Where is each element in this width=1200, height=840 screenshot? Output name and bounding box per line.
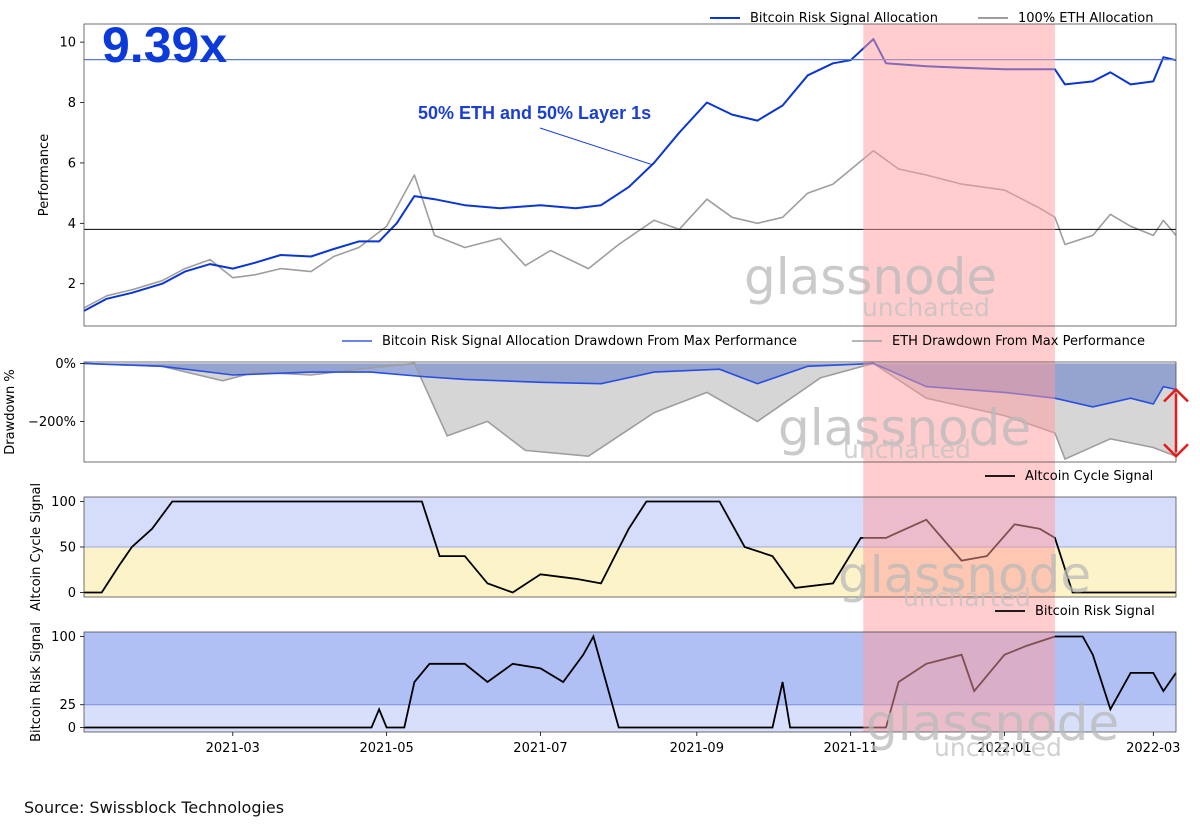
performance-y-label: Performance xyxy=(37,134,52,216)
legend-altcoin-signal-text: Altcoin Cycle Signal xyxy=(1025,469,1153,484)
panel-frame-perf xyxy=(83,23,1177,327)
watermark-drawdown-sub: uncharted xyxy=(843,435,971,464)
performance-y-tick-label: 8 xyxy=(68,96,76,111)
watermark-performance-sub: uncharted xyxy=(862,293,990,322)
watermark-btc-sub: uncharted xyxy=(934,733,1062,762)
altcoin-y-label: Altcoin Cycle Signal xyxy=(29,483,44,611)
x-tick-label: 2021-03 xyxy=(206,741,260,756)
performance-y-tick-label: 6 xyxy=(68,156,76,171)
performance-y-tick-label: 10 xyxy=(59,36,76,51)
legend-eth-allocation-text: 100% ETH Allocation xyxy=(1018,11,1153,26)
x-tick-label: 2021-11 xyxy=(824,741,878,756)
btc-risk-signal-line xyxy=(84,634,1177,729)
x-tick-label: 2021-09 xyxy=(670,741,724,756)
x-tick-label: 2021-07 xyxy=(513,741,567,756)
multiple-label: 9.39x xyxy=(102,17,227,73)
watermark-btc-brand: glassnode xyxy=(866,694,1119,752)
legend-btc-risk-signal-text: Bitcoin Risk Signal xyxy=(1035,604,1155,619)
drawdown-btc-line xyxy=(83,362,1177,408)
altcoin-y-tick-label: 0 xyxy=(68,586,76,601)
source-caption: Source: Swissblock Technologies xyxy=(24,798,285,817)
drawdown-y-tick-label: 0% xyxy=(55,357,76,372)
btc-y-tick-label: 100 xyxy=(51,630,76,645)
drawdown-eth-line xyxy=(83,362,1177,461)
watermark-performance-brand: glassnode xyxy=(744,248,997,306)
performance-y-tick-label: 4 xyxy=(68,217,76,232)
btc-y-tick-label: 25 xyxy=(59,698,76,713)
drawdown-gap-arrow-head-bottom xyxy=(1163,443,1189,458)
x-tick-label: 2022-03 xyxy=(1126,741,1180,756)
legend-eth-drawdown-text: ETH Drawdown From Max Performance xyxy=(892,334,1145,349)
watermark-altcoin-brand: glassnode xyxy=(838,546,1091,604)
annotation-pointer xyxy=(539,127,652,165)
strategy-annotation: 50% ETH and 50% Layer 1s xyxy=(418,103,651,123)
altcoin-y-tick-label: 100 xyxy=(51,495,76,510)
x-tick-label: 2022-01 xyxy=(977,741,1031,756)
drawdown-eth-area xyxy=(84,363,1176,460)
legend-btc-signal-allocation-text: Bitcoin Risk Signal Allocation xyxy=(750,11,938,26)
drawdown-gap-arrow-head-top xyxy=(1163,387,1189,403)
legend-btc-drawdown-text: Bitcoin Risk Signal Allocation Drawdown … xyxy=(382,334,797,349)
drawdown-y-tick-label: −200% xyxy=(28,415,76,430)
altcoin-y-tick-label: 50 xyxy=(59,541,76,556)
performance-y-tick-label: 2 xyxy=(68,277,76,292)
watermark-drawdown-brand: glassnode xyxy=(778,399,1031,457)
btc-y-tick-label: 0 xyxy=(68,721,76,736)
btc-y-label: Bitcoin Risk Signal xyxy=(29,622,44,742)
drawdown-y-label: Drawdown % xyxy=(3,369,18,455)
x-tick-label: 2021-05 xyxy=(359,741,413,756)
highlight-span xyxy=(863,24,1055,732)
panel-frame-btc xyxy=(83,631,1177,733)
watermark-altcoin-sub: uncharted xyxy=(903,583,1031,612)
